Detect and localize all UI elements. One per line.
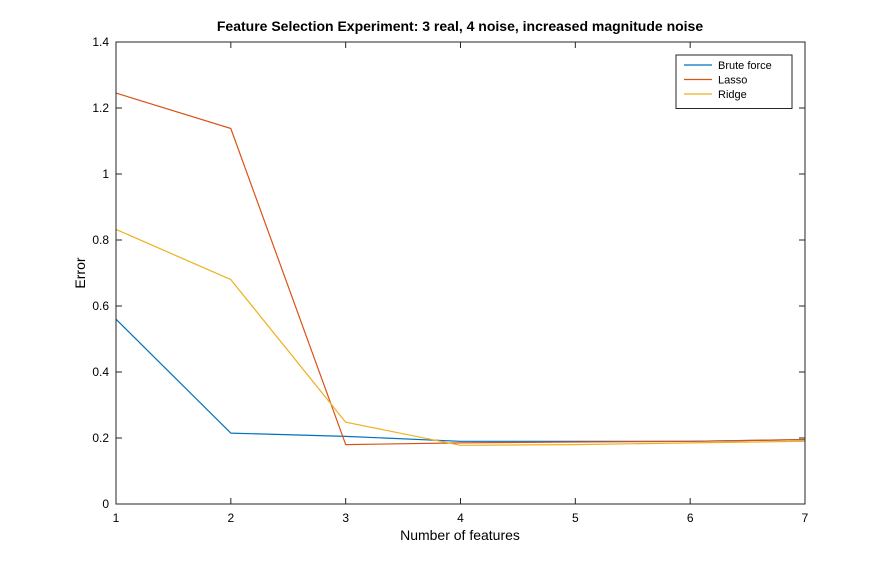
y-tick-label: 1.2 xyxy=(92,101,109,115)
y-tick-label: 0.8 xyxy=(92,233,109,247)
plot-background xyxy=(116,42,805,504)
y-tick-label: 1 xyxy=(102,167,109,181)
x-tick-label: 1 xyxy=(113,511,120,525)
series-line-ridge xyxy=(115,228,806,446)
series-line-lasso xyxy=(115,92,806,446)
y-tick-label: 1.4 xyxy=(92,35,109,49)
x-tick-label: 6 xyxy=(687,511,694,525)
y-axis-title: Error xyxy=(72,257,88,288)
legend-label-lasso: Lasso xyxy=(718,75,747,87)
legend: Brute force Lasso Ridge xyxy=(675,54,793,109)
legend-label-brute-force: Brute force xyxy=(718,60,772,72)
x-axis-title: Number of features xyxy=(400,527,520,543)
y-tick-label: 0 xyxy=(102,497,109,511)
x-tick-label: 7 xyxy=(802,511,809,525)
y-tick-label: 0.4 xyxy=(92,365,109,379)
x-tick-label: 2 xyxy=(227,511,234,525)
x-tick-label: 5 xyxy=(572,511,579,525)
legend-box xyxy=(675,54,793,109)
chart-title: Feature Selection Experiment: 3 real, 4 … xyxy=(217,18,703,34)
y-tick-label: 0.2 xyxy=(92,431,109,445)
y-tick-label: 0.6 xyxy=(92,299,109,313)
legend-label-ridge: Ridge xyxy=(718,89,747,101)
x-tick-label: 3 xyxy=(342,511,349,525)
x-tick-label: 4 xyxy=(457,511,464,525)
